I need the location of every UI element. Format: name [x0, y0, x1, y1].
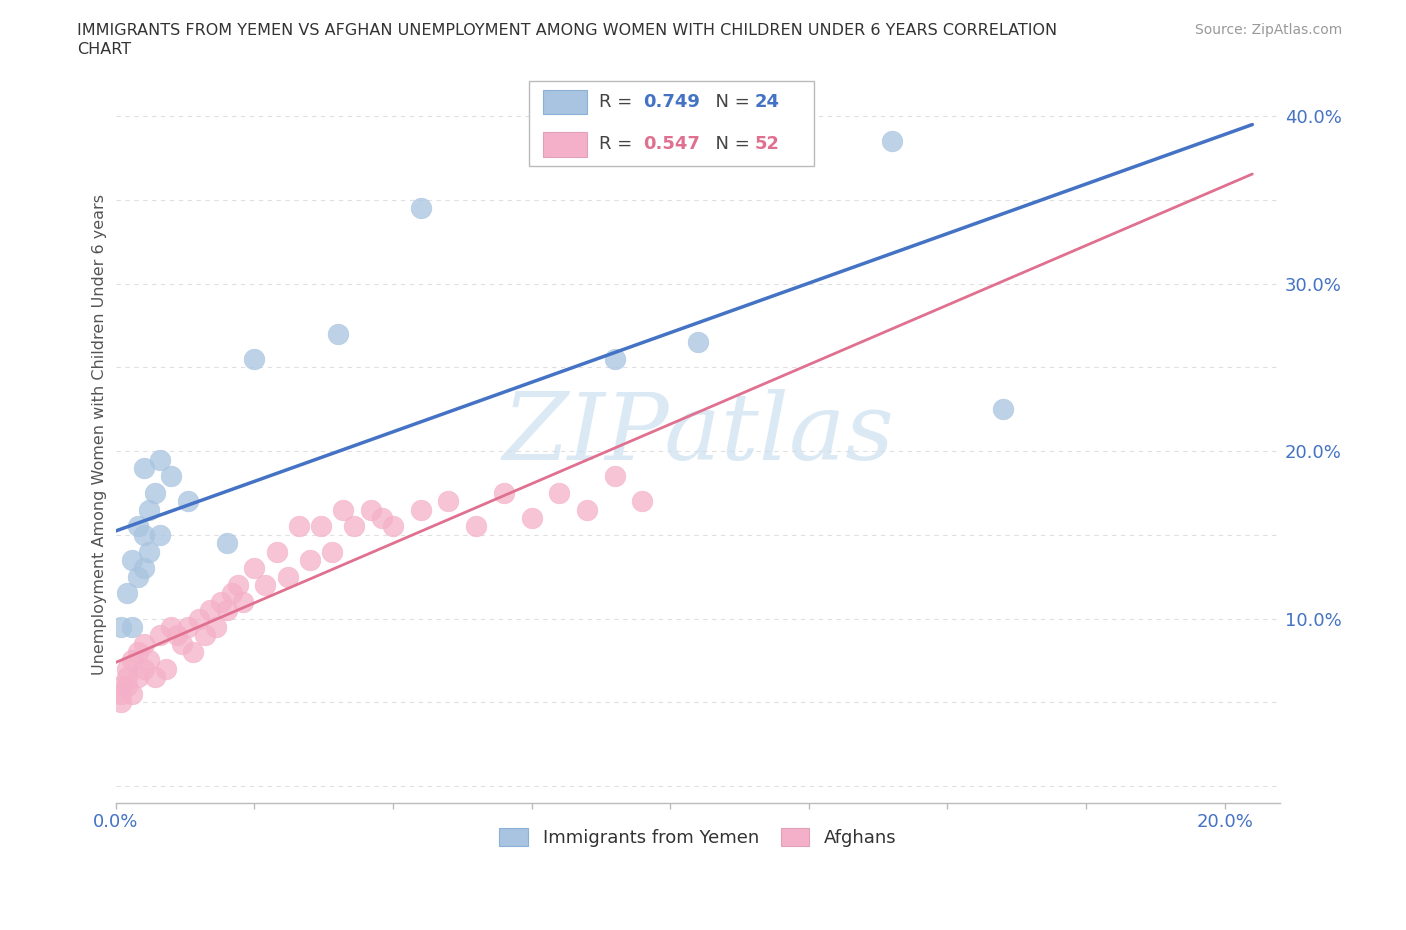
Point	[360, 502, 382, 517]
Point	[298, 552, 321, 567]
Point	[110, 695, 132, 710]
Point	[149, 628, 172, 643]
Point	[177, 619, 200, 634]
Point	[382, 519, 405, 534]
Text: Source: ZipAtlas.com: Source: ZipAtlas.com	[1195, 23, 1343, 37]
Point	[232, 594, 254, 609]
Text: 0.547: 0.547	[643, 136, 700, 153]
Point	[132, 561, 155, 576]
Point	[110, 619, 132, 634]
Text: 0.749: 0.749	[643, 93, 700, 111]
Point	[132, 636, 155, 651]
Point	[492, 485, 515, 500]
Point	[198, 603, 221, 618]
Text: CHART: CHART	[77, 42, 131, 57]
Point	[177, 494, 200, 509]
Point	[309, 519, 332, 534]
Point	[631, 494, 654, 509]
Point	[121, 686, 143, 701]
Point	[437, 494, 460, 509]
Text: R =: R =	[599, 93, 638, 111]
Point	[138, 544, 160, 559]
Text: IMMIGRANTS FROM YEMEN VS AFGHAN UNEMPLOYMENT AMONG WOMEN WITH CHILDREN UNDER 6 Y: IMMIGRANTS FROM YEMEN VS AFGHAN UNEMPLOY…	[77, 23, 1057, 38]
FancyBboxPatch shape	[543, 89, 588, 114]
Point	[371, 511, 394, 525]
Text: N =: N =	[704, 93, 755, 111]
Point	[183, 644, 205, 659]
Text: N =: N =	[704, 136, 755, 153]
Point	[226, 578, 249, 592]
Point	[243, 561, 266, 576]
Point	[138, 502, 160, 517]
FancyBboxPatch shape	[529, 81, 814, 166]
Point	[603, 469, 626, 484]
Point	[254, 578, 277, 592]
Point	[520, 511, 543, 525]
Point	[409, 201, 432, 216]
Point	[132, 527, 155, 542]
Point	[143, 485, 166, 500]
Point	[193, 628, 215, 643]
Point	[115, 678, 138, 693]
Point	[143, 670, 166, 684]
Point	[127, 644, 149, 659]
Point	[409, 502, 432, 517]
Point	[127, 670, 149, 684]
Point	[149, 527, 172, 542]
Point	[166, 628, 188, 643]
Point	[321, 544, 343, 559]
Point	[188, 611, 211, 626]
Point	[110, 686, 132, 701]
Point	[215, 603, 238, 618]
Point	[121, 552, 143, 567]
Point	[132, 661, 155, 676]
Point	[686, 335, 709, 350]
Point	[149, 452, 172, 467]
Point	[127, 569, 149, 584]
Point	[548, 485, 571, 500]
Point	[221, 586, 243, 601]
Text: R =: R =	[599, 136, 638, 153]
Point	[160, 619, 183, 634]
Point	[127, 519, 149, 534]
Point	[465, 519, 488, 534]
FancyBboxPatch shape	[543, 132, 588, 157]
Text: ZIPatlas: ZIPatlas	[502, 390, 894, 480]
Point	[115, 661, 138, 676]
Point	[172, 636, 194, 651]
Point	[115, 586, 138, 601]
Point	[138, 653, 160, 668]
Point	[880, 134, 903, 149]
Point	[243, 352, 266, 366]
Point	[215, 536, 238, 551]
Point	[603, 352, 626, 366]
Text: 52: 52	[755, 136, 780, 153]
Point	[266, 544, 288, 559]
Point	[991, 402, 1014, 417]
Point	[110, 678, 132, 693]
Point	[160, 469, 183, 484]
Point	[343, 519, 366, 534]
Point	[155, 661, 177, 676]
Point	[121, 619, 143, 634]
Point	[332, 502, 354, 517]
Point	[209, 594, 232, 609]
Point	[132, 460, 155, 475]
Point	[326, 326, 349, 341]
Point	[204, 619, 226, 634]
Text: 24: 24	[755, 93, 780, 111]
Y-axis label: Unemployment Among Women with Children Under 6 years: Unemployment Among Women with Children U…	[93, 194, 107, 675]
Point	[121, 653, 143, 668]
Point	[287, 519, 309, 534]
Point	[277, 569, 299, 584]
Point	[576, 502, 599, 517]
Legend: Immigrants from Yemen, Afghans: Immigrants from Yemen, Afghans	[491, 819, 905, 857]
Point	[115, 670, 138, 684]
